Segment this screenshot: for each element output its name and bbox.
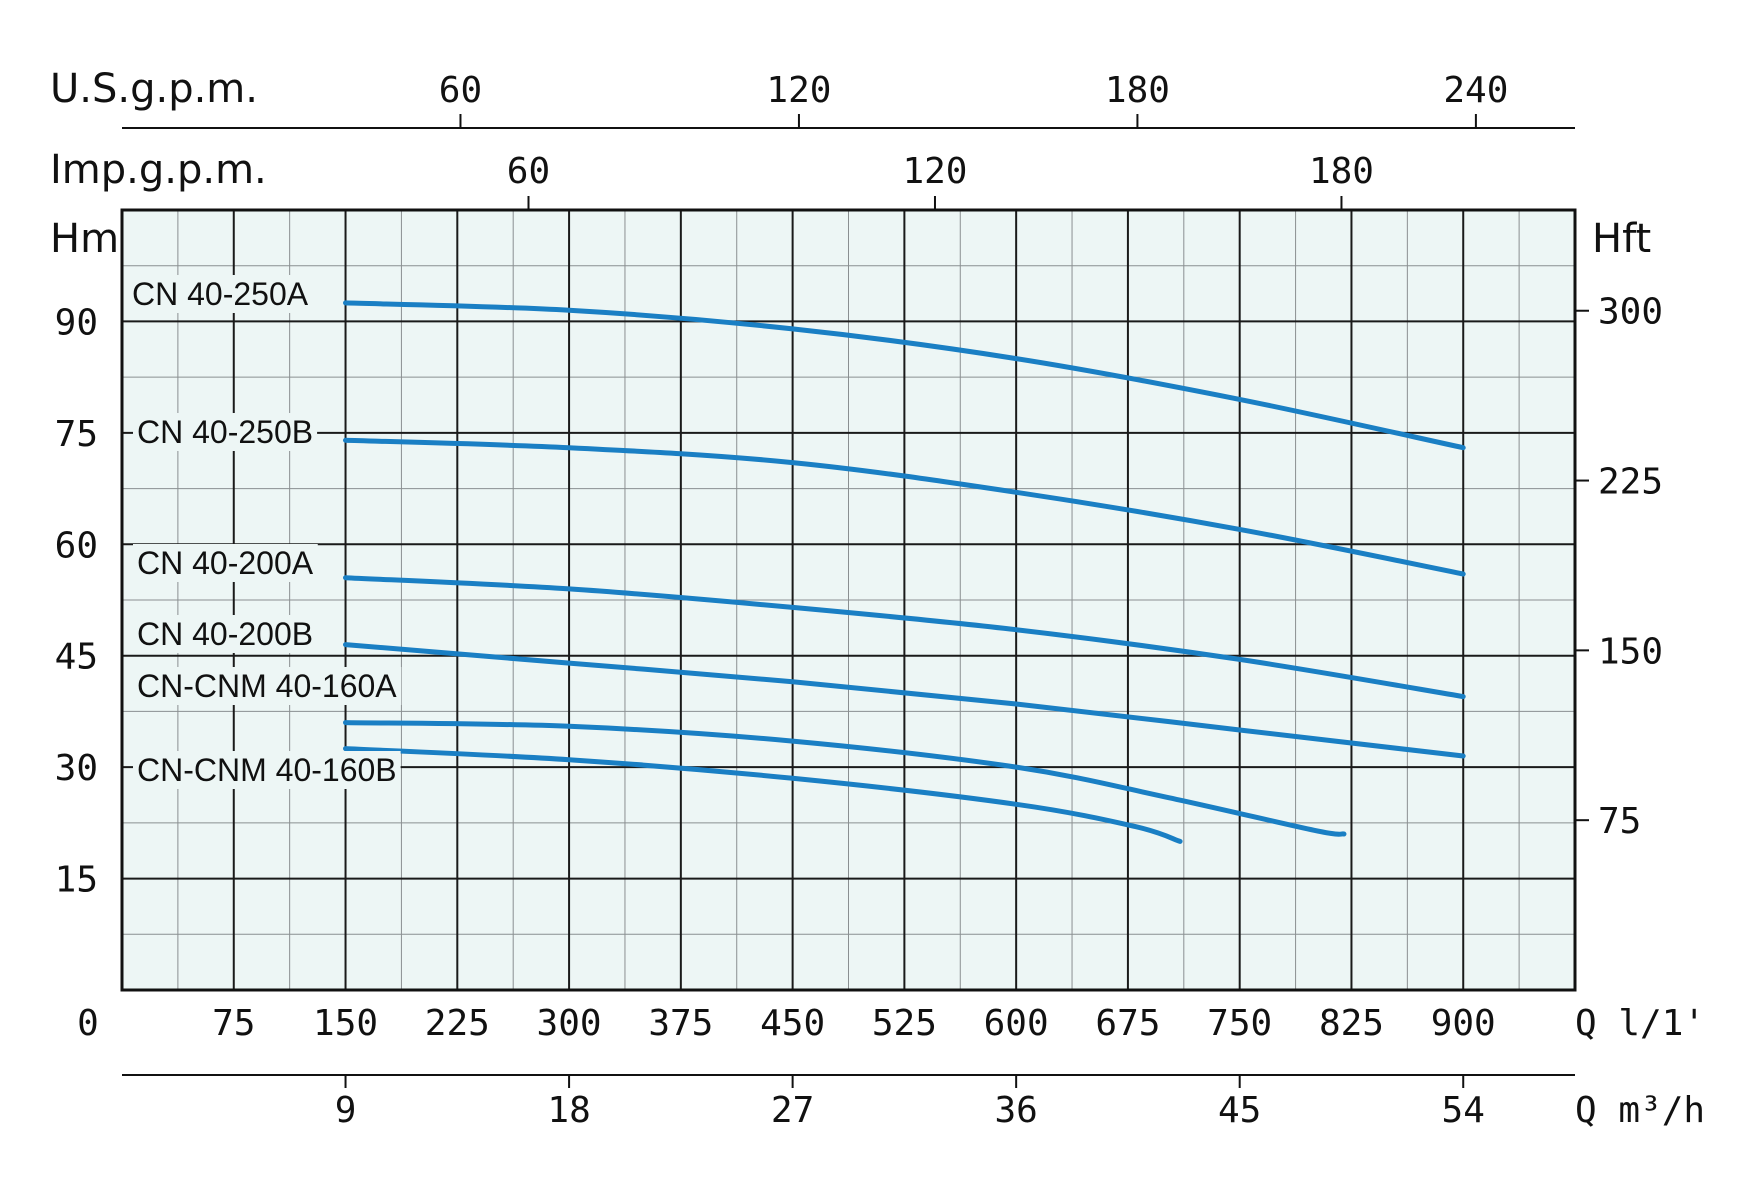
curve-label-background xyxy=(133,544,318,582)
x-tick-label: 375 xyxy=(648,1003,713,1044)
y-tick-label: 75 xyxy=(55,414,98,455)
x-tick-label: 450 xyxy=(760,1003,825,1044)
x-tick-label: 900 xyxy=(1431,1003,1496,1044)
curve-label-background xyxy=(133,667,402,705)
y-axis-right: Hft 75 150 225 300 xyxy=(1575,216,1663,842)
x-tick-label: 825 xyxy=(1319,1003,1384,1044)
m3h-tick-label: 9 xyxy=(335,1090,357,1131)
curve-label-background xyxy=(133,615,318,653)
x-tick-label: 0 xyxy=(77,1003,99,1044)
m3h-tick-label: 27 xyxy=(771,1090,814,1131)
y-tick-label: 30 xyxy=(55,748,98,789)
y-tick-label: 15 xyxy=(55,860,98,901)
axes-top: U.S.g.p.m. 60 120 180 240 Imp.g.p.m. 60 120 1… xyxy=(50,66,1575,211)
x-axis-label-m3h: Q m³/h xyxy=(1575,1090,1705,1131)
x-tick-label: 225 xyxy=(425,1003,490,1044)
curve-label: CN 40-200B xyxy=(137,616,313,652)
usgpm-tick-label: 60 xyxy=(439,70,482,111)
x-tick-label: 300 xyxy=(537,1003,602,1044)
curve-label-background xyxy=(133,751,401,789)
curve-label: CN 40-200A xyxy=(137,545,314,581)
curve-line xyxy=(343,575,1466,700)
hft-tick-label: 225 xyxy=(1598,462,1663,503)
usgpm-tick-label: 180 xyxy=(1105,70,1170,111)
x-tick-label: 675 xyxy=(1095,1003,1160,1044)
curve-label: CN-CNM 40-160B xyxy=(137,752,397,788)
hft-tick-label: 75 xyxy=(1598,801,1641,842)
impgpm-tick-label: 180 xyxy=(1309,151,1374,192)
y-tick-label: 90 xyxy=(55,302,98,343)
y-tick-label: 60 xyxy=(55,525,98,566)
curve-label-background xyxy=(128,275,313,313)
y-axis-left: Hm 15 30 45 60 75 90 xyxy=(50,216,119,901)
impgpm-axis-label: Imp.g.p.m. xyxy=(50,147,267,193)
y-axis-label-hm: Hm xyxy=(50,216,119,262)
x-tick-label: 525 xyxy=(872,1003,937,1044)
usgpm-tick-label: 240 xyxy=(1443,70,1508,111)
hft-tick-label: 150 xyxy=(1598,631,1663,672)
usgpm-axis-label: U.S.g.p.m. xyxy=(50,66,258,112)
plot-area xyxy=(120,208,1577,992)
curve-label-background xyxy=(133,413,318,451)
x-tick-label: 600 xyxy=(984,1003,1049,1044)
curve-line xyxy=(343,642,1466,759)
performance-curves xyxy=(343,300,1466,844)
y-tick-label: 45 xyxy=(55,637,98,678)
curve-label: CN 40-250A xyxy=(132,276,309,312)
impgpm-tick-label: 60 xyxy=(507,151,550,192)
curve-label: CN 40-250B xyxy=(137,414,313,450)
y-axis-label-hft: Hft xyxy=(1592,216,1651,262)
curve-line xyxy=(343,437,1466,577)
m3h-tick-label: 45 xyxy=(1218,1090,1261,1131)
m3h-tick-label: 54 xyxy=(1442,1090,1485,1131)
x-axis-bottom: 0 75 150 225 300 375 450 525 600 675 750 825 900 Q l… xyxy=(77,1003,1705,1131)
x-tick-label: 150 xyxy=(313,1003,378,1044)
m3h-tick-label: 18 xyxy=(547,1090,590,1131)
curve-line xyxy=(343,720,1347,837)
usgpm-tick-label: 120 xyxy=(766,70,831,111)
m3h-tick-label: 36 xyxy=(994,1090,1037,1131)
impgpm-tick-label: 120 xyxy=(902,151,967,192)
x-tick-label: 750 xyxy=(1207,1003,1272,1044)
curve-line xyxy=(343,746,1183,844)
x-tick-label: 75 xyxy=(212,1003,255,1044)
plot-frame xyxy=(120,208,1577,992)
curve-label: CN-CNM 40-160A xyxy=(137,668,397,704)
x-axis-label-lmin: Q l/1' xyxy=(1575,1003,1705,1044)
curve-labels: CN 40-250A CN 40-250B CN 40-200A CN 40-200B… xyxy=(128,275,402,789)
hft-tick-label: 300 xyxy=(1598,292,1663,333)
curve-line xyxy=(343,300,1466,451)
